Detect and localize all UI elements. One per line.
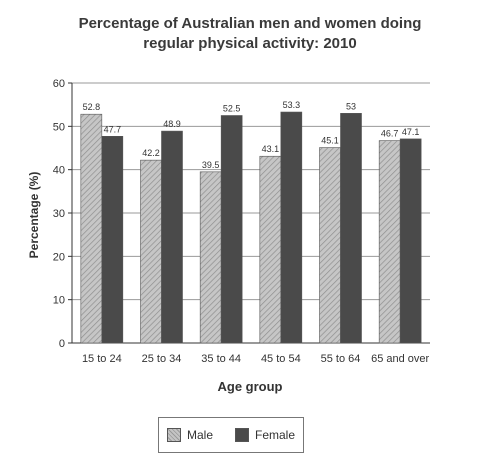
y-tick-label: 40 xyxy=(53,165,65,177)
female-value-label: 48.9 xyxy=(163,119,181,129)
female-value-label: 53.3 xyxy=(283,100,301,110)
y-tick-label: 50 xyxy=(53,121,65,133)
legend: Male Female xyxy=(158,417,304,453)
y-axis-title: Percentage (%) xyxy=(27,172,41,259)
male-swatch xyxy=(166,428,181,442)
y-tick-label: 30 xyxy=(53,208,65,220)
female-value-label: 47.1 xyxy=(402,127,420,137)
male-bar xyxy=(140,159,162,344)
x-tick-label: 25 to 34 xyxy=(142,353,182,365)
female-bar xyxy=(220,115,243,344)
legend-label-male: Male xyxy=(186,428,213,442)
y-tick-label: 20 xyxy=(53,251,65,263)
female-swatch xyxy=(235,428,249,442)
female-bar xyxy=(101,136,124,344)
y-tick-label: 60 xyxy=(53,78,65,90)
x-tick-label: 15 to 24 xyxy=(82,353,122,365)
gridlines xyxy=(72,82,430,301)
chart-title-line-2: regular physical activity: 2010 xyxy=(143,35,357,52)
female-bar xyxy=(280,111,303,344)
chart-title-line-1: Percentage of Australian men and women d… xyxy=(78,15,422,32)
female-bar xyxy=(340,113,362,344)
y-tick-label: 10 xyxy=(53,295,65,307)
female-value-label: 53 xyxy=(346,101,356,111)
male-value-label: 43.1 xyxy=(262,144,280,154)
male-bar xyxy=(259,155,282,344)
legend-item-female: Female xyxy=(235,428,295,442)
x-tick-label: 45 to 54 xyxy=(261,353,301,365)
legend-label-female: Female xyxy=(255,428,296,442)
male-bar xyxy=(378,140,401,344)
male-bar xyxy=(319,147,341,344)
legend-item-male: Male xyxy=(166,428,213,442)
male-bar xyxy=(80,113,103,344)
x-tick-label: 35 to 44 xyxy=(201,353,241,365)
chart-title: Percentage of Australian men and women d… xyxy=(0,14,500,54)
value-labels: 52.8 47.7 42.2 48.9 39.5 52.5 43.1 53.3 45.1 53 46… xyxy=(83,100,420,170)
female-value-label: 52.5 xyxy=(223,104,241,114)
male-bar xyxy=(199,171,222,344)
female-bar xyxy=(399,138,422,344)
bars xyxy=(80,111,422,344)
female-bar xyxy=(161,130,183,344)
x-tick-label: 65 and over xyxy=(371,353,429,365)
male-value-label: 46.7 xyxy=(381,129,399,139)
tick-labels: 0 10 20 30 40 50 60 15 to 24 25 to 34 35 to 44 45 … xyxy=(53,78,430,365)
female-value-label: 47.7 xyxy=(104,124,122,134)
male-value-label: 52.8 xyxy=(83,102,101,112)
x-tick-label: 55 to 64 xyxy=(321,353,361,365)
male-value-label: 39.5 xyxy=(202,160,220,170)
male-value-label: 42.2 xyxy=(142,148,160,158)
y-tick-label: 0 xyxy=(59,338,65,350)
axes xyxy=(68,82,430,344)
x-axis-title: Age group xyxy=(218,379,283,394)
male-value-label: 45.1 xyxy=(321,136,339,146)
